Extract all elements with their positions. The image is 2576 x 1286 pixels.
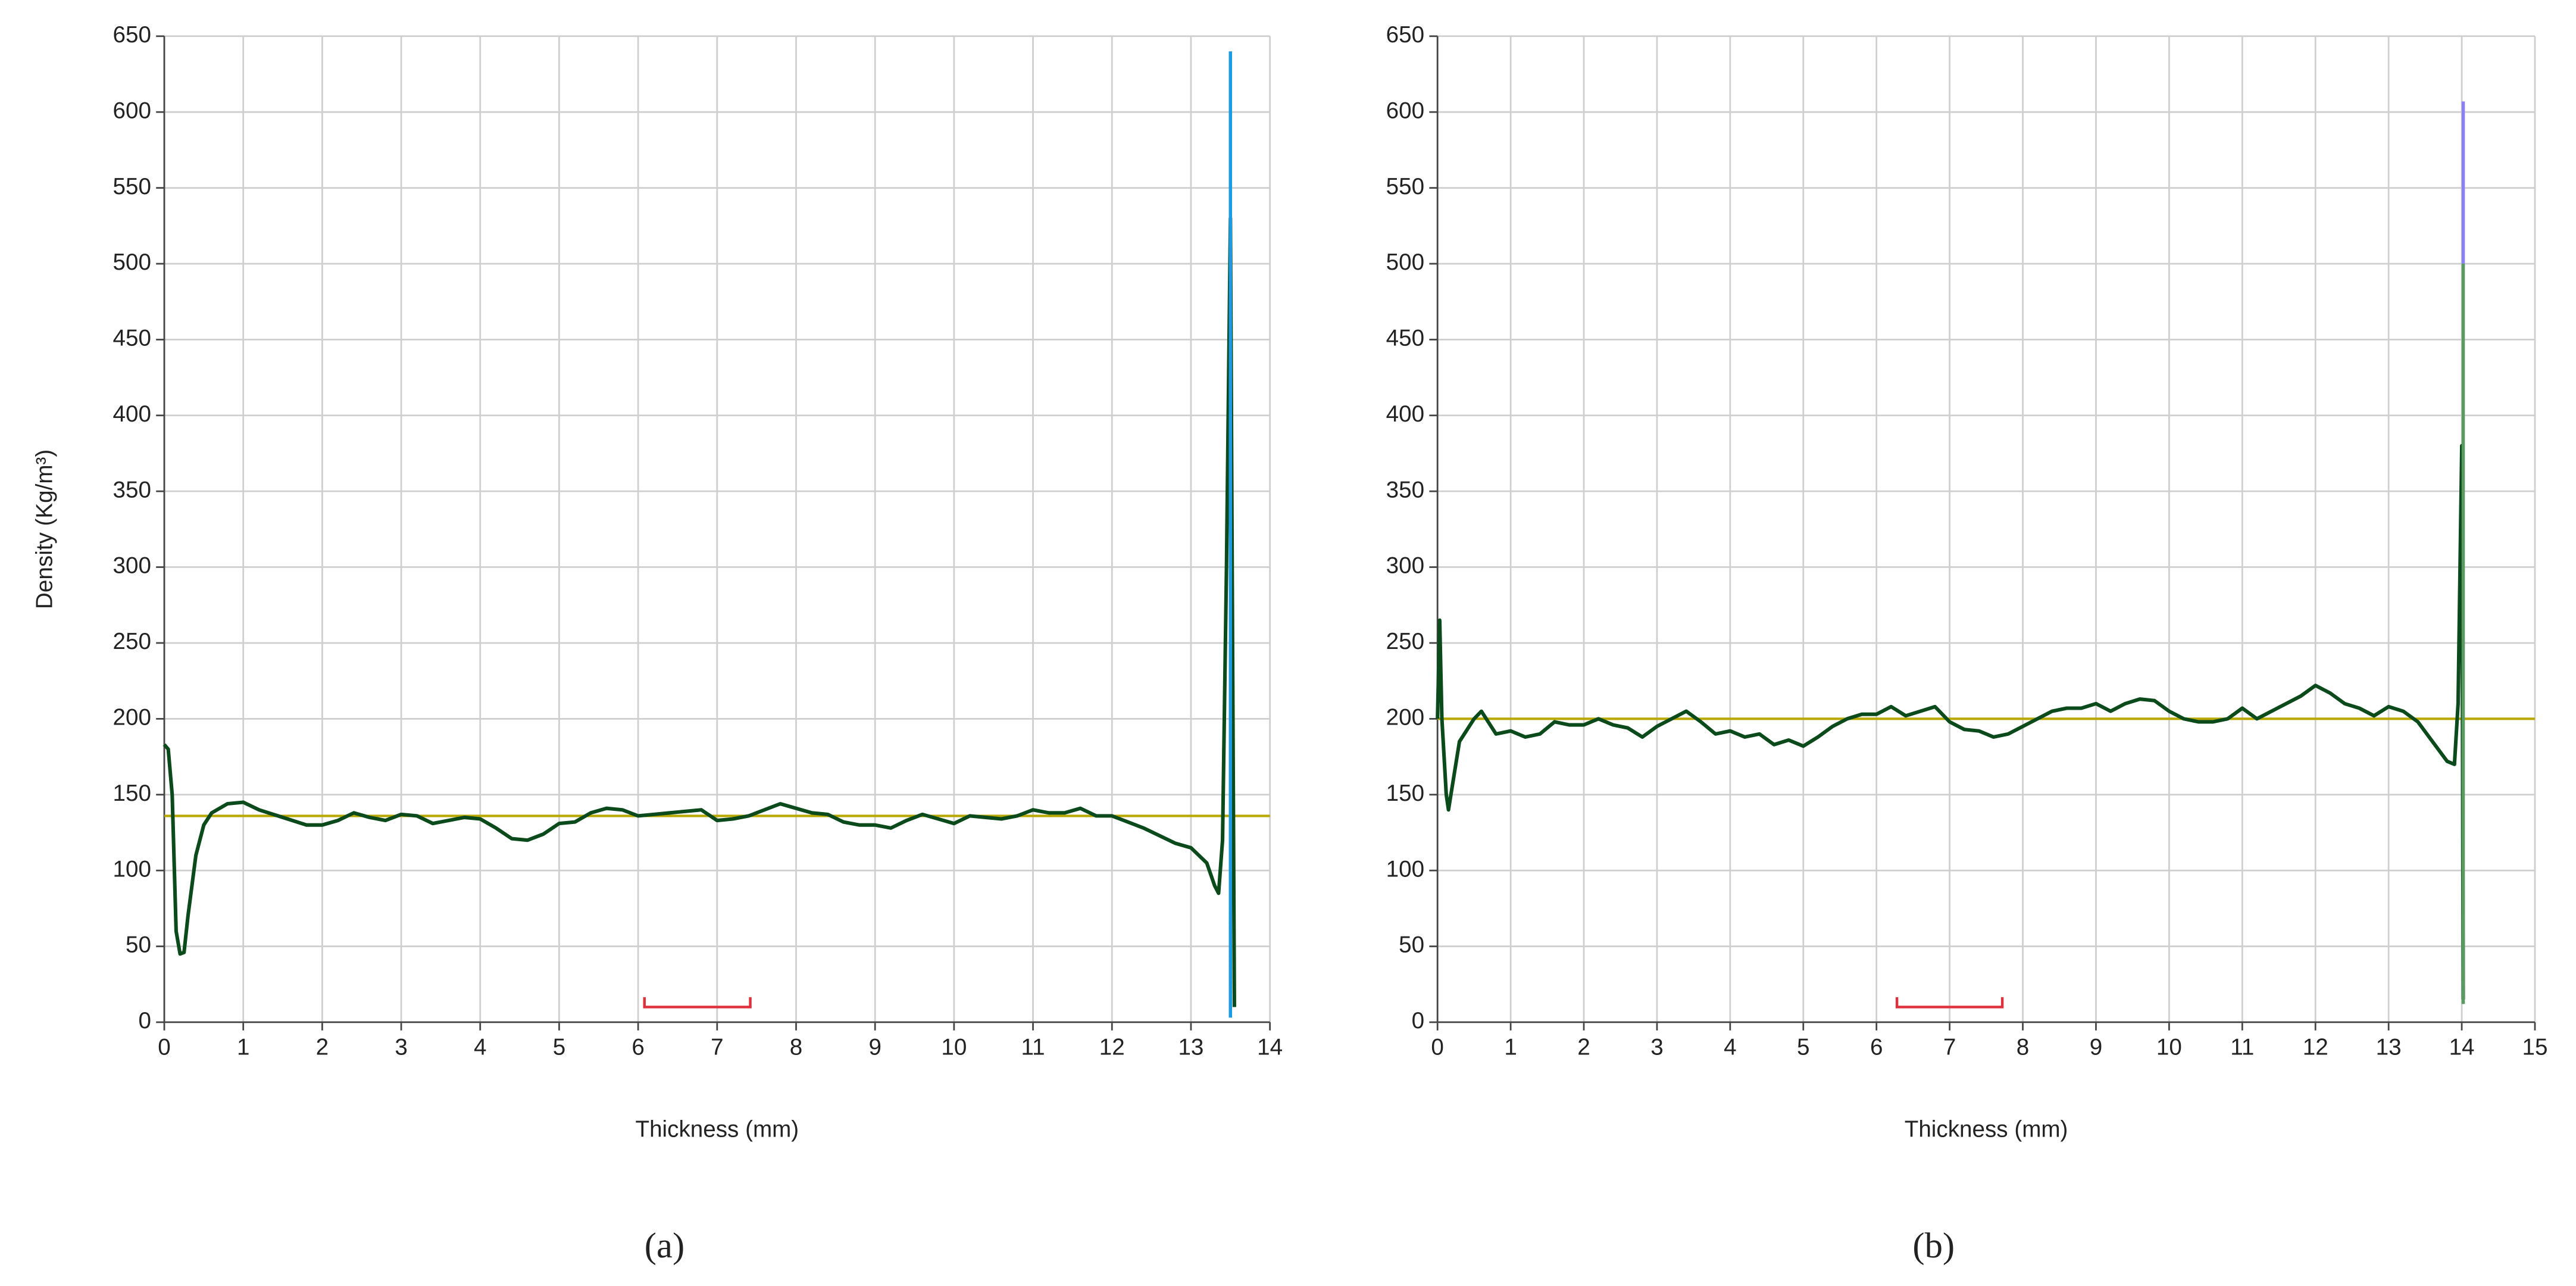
y-tick-label: 550 bbox=[1386, 174, 1424, 199]
x-tick-label: 0 bbox=[158, 1034, 170, 1060]
x-tick-label: 3 bbox=[395, 1034, 407, 1060]
y-tick-label: 350 bbox=[1386, 477, 1424, 502]
x-tick-label: 14 bbox=[2449, 1034, 2475, 1060]
x-tick-label: 9 bbox=[2090, 1034, 2102, 1060]
x-axis-label: Thickness (mm) bbox=[635, 1116, 799, 1142]
x-tick-label: 12 bbox=[2303, 1034, 2328, 1060]
y-tick-label: 250 bbox=[1386, 629, 1424, 654]
x-tick-label: 7 bbox=[711, 1034, 723, 1060]
x-tick-label: 4 bbox=[1724, 1034, 1736, 1060]
x-tick-label: 6 bbox=[632, 1034, 644, 1060]
y-tick-label: 150 bbox=[112, 781, 151, 806]
y-tick-label: 100 bbox=[1386, 856, 1424, 882]
y-tick-label: 200 bbox=[112, 705, 151, 731]
y-tick-label: 150 bbox=[1386, 781, 1424, 806]
density-line bbox=[1436, 444, 2465, 1000]
x-tick-label: 4 bbox=[474, 1034, 486, 1060]
x-tick-label: 5 bbox=[1797, 1034, 1809, 1060]
x-tick-label: 1 bbox=[1504, 1034, 1517, 1060]
x-tick-label: 5 bbox=[553, 1034, 565, 1060]
x-tick-label: 10 bbox=[2156, 1034, 2182, 1060]
x-tick-label: 8 bbox=[790, 1034, 802, 1060]
x-tick-label: 9 bbox=[868, 1034, 881, 1060]
x-tick-label: 15 bbox=[2522, 1034, 2548, 1060]
x-tick-label: 13 bbox=[1178, 1034, 1203, 1060]
x-tick-label: 14 bbox=[1257, 1034, 1283, 1060]
range-bracket bbox=[1895, 997, 2004, 1009]
y-tick-label: 450 bbox=[112, 326, 151, 351]
x-axis-label: Thickness (mm) bbox=[1905, 1116, 2068, 1142]
y-tick-label: 300 bbox=[1386, 553, 1424, 579]
y-tick-label: 50 bbox=[1399, 932, 1424, 958]
caption: (a) bbox=[645, 1226, 684, 1266]
y-tick-label: 350 bbox=[112, 477, 151, 502]
x-tick-label: 11 bbox=[1021, 1034, 1045, 1060]
y-tick-label: 400 bbox=[1386, 401, 1424, 427]
y-tick-label: 500 bbox=[112, 249, 151, 275]
y-tick-label: 200 bbox=[1386, 705, 1424, 731]
range-bracket bbox=[643, 997, 752, 1009]
y-tick-label: 50 bbox=[126, 932, 151, 958]
x-tick-label: 11 bbox=[2230, 1034, 2254, 1060]
y-tick-label: 600 bbox=[112, 98, 151, 123]
x-tick-label: 2 bbox=[316, 1034, 329, 1060]
y-tick-label: 600 bbox=[1386, 98, 1424, 123]
y-tick-label: 650 bbox=[112, 22, 151, 48]
y-axis-label: Density (Kg/m³) bbox=[32, 450, 57, 609]
x-tick-label: 13 bbox=[2376, 1034, 2402, 1060]
x-tick-label: 3 bbox=[1650, 1034, 1663, 1060]
y-tick-label: 250 bbox=[112, 629, 151, 654]
x-tick-label: 2 bbox=[1577, 1034, 1590, 1060]
y-tick-label: 300 bbox=[112, 553, 151, 579]
y-tick-label: 0 bbox=[138, 1008, 151, 1034]
y-tick-label: 100 bbox=[112, 856, 151, 882]
x-tick-label: 0 bbox=[1431, 1034, 1443, 1060]
y-tick-label: 400 bbox=[112, 401, 151, 427]
x-tick-label: 8 bbox=[2017, 1034, 2029, 1060]
x-tick-label: 12 bbox=[1099, 1034, 1125, 1060]
x-tick-label: 6 bbox=[1870, 1034, 1883, 1060]
y-tick-label: 500 bbox=[1386, 249, 1424, 275]
x-tick-label: 10 bbox=[941, 1034, 967, 1060]
caption: (b) bbox=[1912, 1226, 1955, 1266]
density-line bbox=[162, 216, 1236, 1007]
y-tick-label: 550 bbox=[112, 174, 151, 199]
x-tick-label: 1 bbox=[237, 1034, 249, 1060]
y-tick-label: 650 bbox=[1386, 22, 1424, 48]
x-tick-label: 7 bbox=[1943, 1034, 1956, 1060]
y-tick-label: 450 bbox=[1386, 326, 1424, 351]
y-tick-label: 0 bbox=[1412, 1008, 1424, 1034]
